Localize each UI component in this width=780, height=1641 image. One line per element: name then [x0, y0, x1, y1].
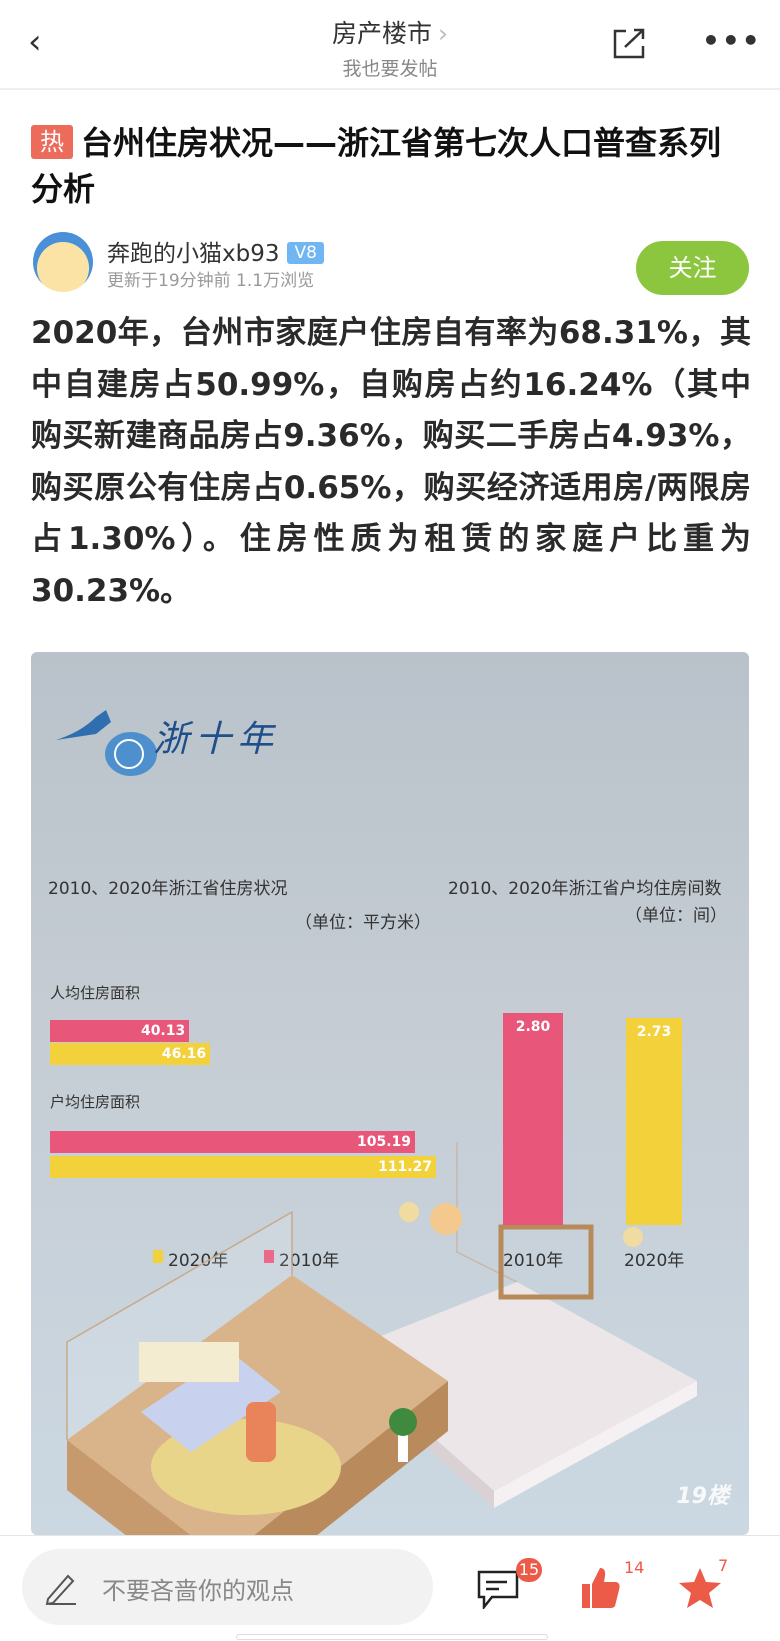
logo-icon [56, 710, 157, 776]
plant [389, 1408, 417, 1436]
more-icon[interactable]: ••• [702, 24, 762, 57]
post-link[interactable]: 我也要发帖 [342, 58, 438, 80]
rooms-illustration [66, 1142, 697, 1535]
favorite-count: 7 [718, 1556, 729, 1575]
chart1-title: 2010、2020年浙江省住房状况 [48, 879, 288, 899]
chevron-right-icon: › [438, 19, 448, 48]
vbar-2020年: 2.73 [626, 1018, 682, 1225]
legend-label-2010: 2010年 [279, 1251, 340, 1271]
parent [246, 1402, 276, 1462]
category-label: 户均住房面积 [50, 1093, 141, 1111]
comment-count: 15 [516, 1558, 542, 1582]
hbar-2020年: 111.27 [50, 1156, 437, 1178]
baby [430, 1203, 462, 1235]
comment-icon[interactable] [477, 1569, 519, 1609]
category-label: 人均住房面积 [50, 984, 141, 1002]
nav-header: ‹ 房产楼市 › 我也要发帖 ••• [0, 0, 780, 90]
post-title: 热台州住房状况——浙江省第七次人口普查系列分析 [31, 120, 751, 212]
nursery-floor [338, 1282, 697, 1491]
x-tick-label: 2020年 [624, 1251, 685, 1271]
author-name-text[interactable]: 奔跑的小猫xb93 [107, 241, 280, 267]
pencil-icon [45, 1574, 76, 1605]
chart1-unit: （单位：平方米） [295, 913, 431, 933]
legend-swatch-2020 [153, 1250, 163, 1263]
infographic-image[interactable]: 浙十年 2010、2020年浙江省住房状况 （单位：平方米） 2010、2020… [31, 652, 749, 1535]
hbar-2010年: 40.13 [50, 1020, 190, 1042]
share-icon[interactable] [612, 28, 646, 60]
post-meta: 更新于19分钟前 1.1万浏览 [107, 271, 315, 291]
logo-text: 浙十年 [153, 719, 280, 760]
crib [498, 1224, 594, 1300]
hbar-2020年: 46.16 [50, 1043, 211, 1065]
author-name[interactable]: 奔跑的小猫xb93 V8 [107, 234, 324, 268]
avatar[interactable] [33, 232, 93, 292]
like-icon[interactable] [580, 1566, 622, 1610]
back-icon[interactable]: ‹ [28, 22, 42, 62]
watermark: 19楼 [676, 1484, 729, 1509]
level-badge: V8 [287, 242, 324, 264]
hbar-2010年: 105.19 [50, 1131, 415, 1153]
hot-badge: 热 [31, 125, 73, 159]
forum-title[interactable]: 房产楼市 › [0, 14, 780, 50]
comment-placeholder: 不要吝啬你的观点 [102, 1577, 294, 1605]
follow-button[interactable]: 关注 [636, 241, 749, 295]
chart2-unit: （单位：间） [625, 906, 727, 926]
x-tick-label: 2010年 [503, 1251, 564, 1271]
legend-label-2020: 2020年 [168, 1251, 229, 1271]
vbar-2010年: 2.80 [503, 1013, 563, 1225]
bottom-bar: 不要吝啬你的观点 15 14 7 [0, 1535, 780, 1641]
star-icon[interactable] [678, 1566, 722, 1610]
like-count: 14 [624, 1558, 645, 1577]
post-title-text: 台州住房状况——浙江省第七次人口普查系列分析 [31, 124, 722, 208]
chart2-title: 2010、2020年浙江省户均住房间数 [448, 879, 722, 899]
legend-swatch-2010 [264, 1250, 274, 1263]
post-body: 2020年，台州市家庭户住房自有率为68.31%，其中自建房占50.99%，自购… [31, 315, 751, 609]
comment-input[interactable]: 不要吝啬你的观点 [22, 1549, 433, 1625]
bed [141, 1352, 281, 1452]
forum-title-text[interactable]: 房产楼市 [331, 19, 432, 48]
home-indicator [236, 1634, 548, 1640]
